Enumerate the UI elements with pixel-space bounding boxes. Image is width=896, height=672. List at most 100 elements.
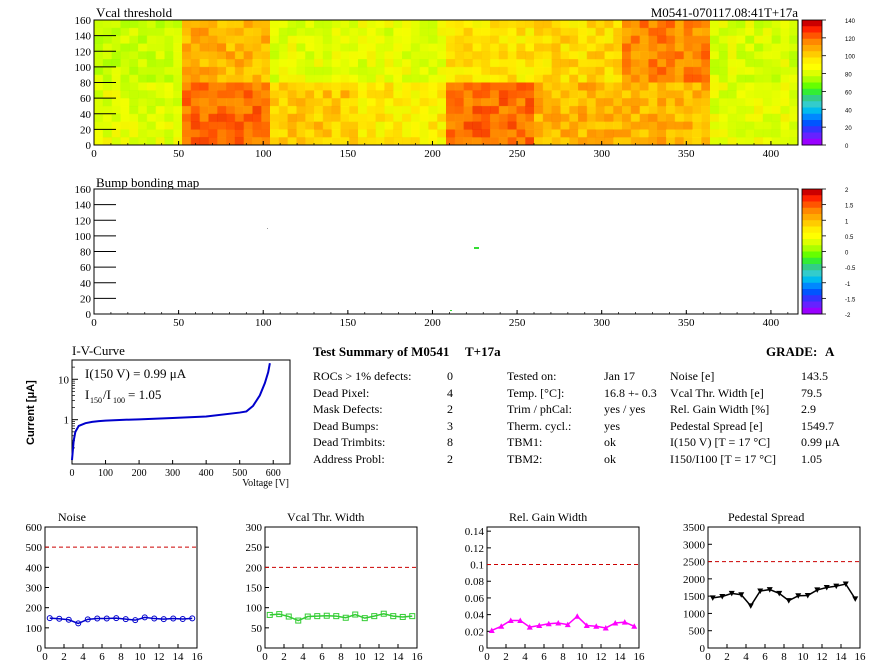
bump-map-colorbar: 21.510.50-0.5-1-1.5-2 xyxy=(801,188,856,319)
heatmap-cell xyxy=(437,137,447,146)
heatmap-cell xyxy=(287,20,297,29)
data-point xyxy=(409,613,416,620)
heatmap-cell xyxy=(762,66,773,76)
heatmap-cell xyxy=(129,59,139,68)
heatmap-cell xyxy=(736,121,746,130)
heatmap-cell xyxy=(754,121,764,130)
x-tick-label: 50 xyxy=(173,148,185,160)
colorbar-tick-label: 1 xyxy=(845,219,849,225)
heatmap-cell xyxy=(736,59,746,68)
iv-curve-frame xyxy=(71,359,291,465)
heatmap-cell xyxy=(454,66,465,76)
heatmap-cell xyxy=(490,59,500,68)
heatmap-cell xyxy=(199,137,209,146)
data-point xyxy=(536,622,543,628)
heatmap-cell xyxy=(287,82,297,91)
heatmap-cell xyxy=(331,113,341,123)
heatmap-cell xyxy=(428,82,438,91)
heatmap-cell xyxy=(666,74,676,83)
heatmap-cell xyxy=(190,105,201,115)
heatmap-cell xyxy=(102,82,113,91)
heatmap-cell xyxy=(516,27,526,37)
heatmap-cell xyxy=(340,20,350,29)
heatmap-cell xyxy=(630,35,641,44)
heatmap-cell xyxy=(463,20,473,29)
heatmap-cell xyxy=(102,129,113,138)
heatmap-cell xyxy=(349,43,359,52)
heatmap-cell xyxy=(305,82,315,91)
heatmap-cell xyxy=(217,35,227,44)
heatmap-cell xyxy=(102,90,113,99)
heatmap-cell xyxy=(199,27,209,37)
heatmap-cell xyxy=(657,59,667,68)
heatmap-cell xyxy=(542,137,553,146)
vcal-threshold-title: Vcal threshold xyxy=(96,5,173,20)
summary-plot-title: Rel. Gain Width xyxy=(509,510,587,524)
heatmap-cell xyxy=(261,27,271,37)
series-line xyxy=(491,615,635,632)
vcal-threshold-panel: Vcal threshold M0541-070117.08:41T+17a 0… xyxy=(75,5,856,160)
heatmap-cell xyxy=(683,90,693,99)
heatmap-cell xyxy=(710,27,720,37)
heatmap-cell xyxy=(340,51,350,60)
heatmap-cell xyxy=(666,82,676,91)
heatmap-cell xyxy=(507,43,517,52)
heatmap-cell xyxy=(771,90,781,99)
heatmap-cell xyxy=(437,27,447,37)
heatmap-cell xyxy=(648,74,658,83)
y-tick-label: 0 xyxy=(86,309,92,321)
heatmap-cell xyxy=(595,74,605,83)
data-point xyxy=(814,587,821,593)
heatmap-cell xyxy=(208,129,218,138)
heatmap-cell xyxy=(217,59,227,68)
heatmap-cell xyxy=(305,129,315,138)
module-id: M0541-070117.08:41T+17a xyxy=(651,5,799,20)
data-point xyxy=(361,615,368,622)
heatmap-cell xyxy=(789,27,799,37)
heatmap-cell xyxy=(692,35,702,44)
data-point xyxy=(583,622,590,628)
heatmap-cell xyxy=(340,82,350,91)
heatmap-cell xyxy=(727,113,737,123)
heatmap-cell xyxy=(296,82,306,91)
heatmap-cell xyxy=(287,98,297,107)
heatmap-cell xyxy=(419,51,429,60)
heatmap-cell xyxy=(613,129,623,138)
heatmap-cell xyxy=(534,113,544,123)
heatmap-cell xyxy=(129,82,139,91)
heatmap-cell xyxy=(648,20,658,29)
heatmap-cell xyxy=(428,98,438,107)
iv-x-tick-label: 0 xyxy=(70,468,75,479)
heatmap-cell xyxy=(270,59,280,68)
heatmap-cell xyxy=(754,98,764,107)
heatmap-cell xyxy=(569,113,579,123)
heatmap-cell xyxy=(463,98,473,107)
heatmap-cell xyxy=(208,35,218,44)
heatmap-cell xyxy=(261,113,271,123)
heatmap-cell xyxy=(454,98,465,107)
heatmap-cell xyxy=(199,35,209,44)
heatmap-cell xyxy=(560,137,570,146)
heatmap-cell xyxy=(419,137,429,146)
heatmap-cell xyxy=(199,66,209,76)
heatmap-cell xyxy=(419,59,429,68)
heatmap-cell xyxy=(437,35,447,44)
heatmap-cell xyxy=(683,27,693,37)
x-tick-label: 14 xyxy=(173,651,185,663)
colorbar-cell xyxy=(802,107,822,115)
heatmap-cell xyxy=(542,59,553,68)
heatmap-cell xyxy=(190,20,201,29)
heatmap-cell xyxy=(498,121,509,130)
heatmap-cell xyxy=(358,129,368,138)
heatmap-cell xyxy=(393,98,403,107)
heatmap-cell xyxy=(578,137,588,146)
heatmap-cell xyxy=(146,27,157,37)
heatmap-cell xyxy=(560,51,570,60)
heatmap-cell xyxy=(261,90,271,99)
heatmap-cell xyxy=(648,121,658,130)
y-tick-label: 3000 xyxy=(683,539,706,551)
y-tick-label: 0.06 xyxy=(465,593,485,605)
heatmap-cell xyxy=(498,82,509,91)
heatmap-cell xyxy=(437,20,447,29)
heatmap-cell xyxy=(639,20,649,29)
